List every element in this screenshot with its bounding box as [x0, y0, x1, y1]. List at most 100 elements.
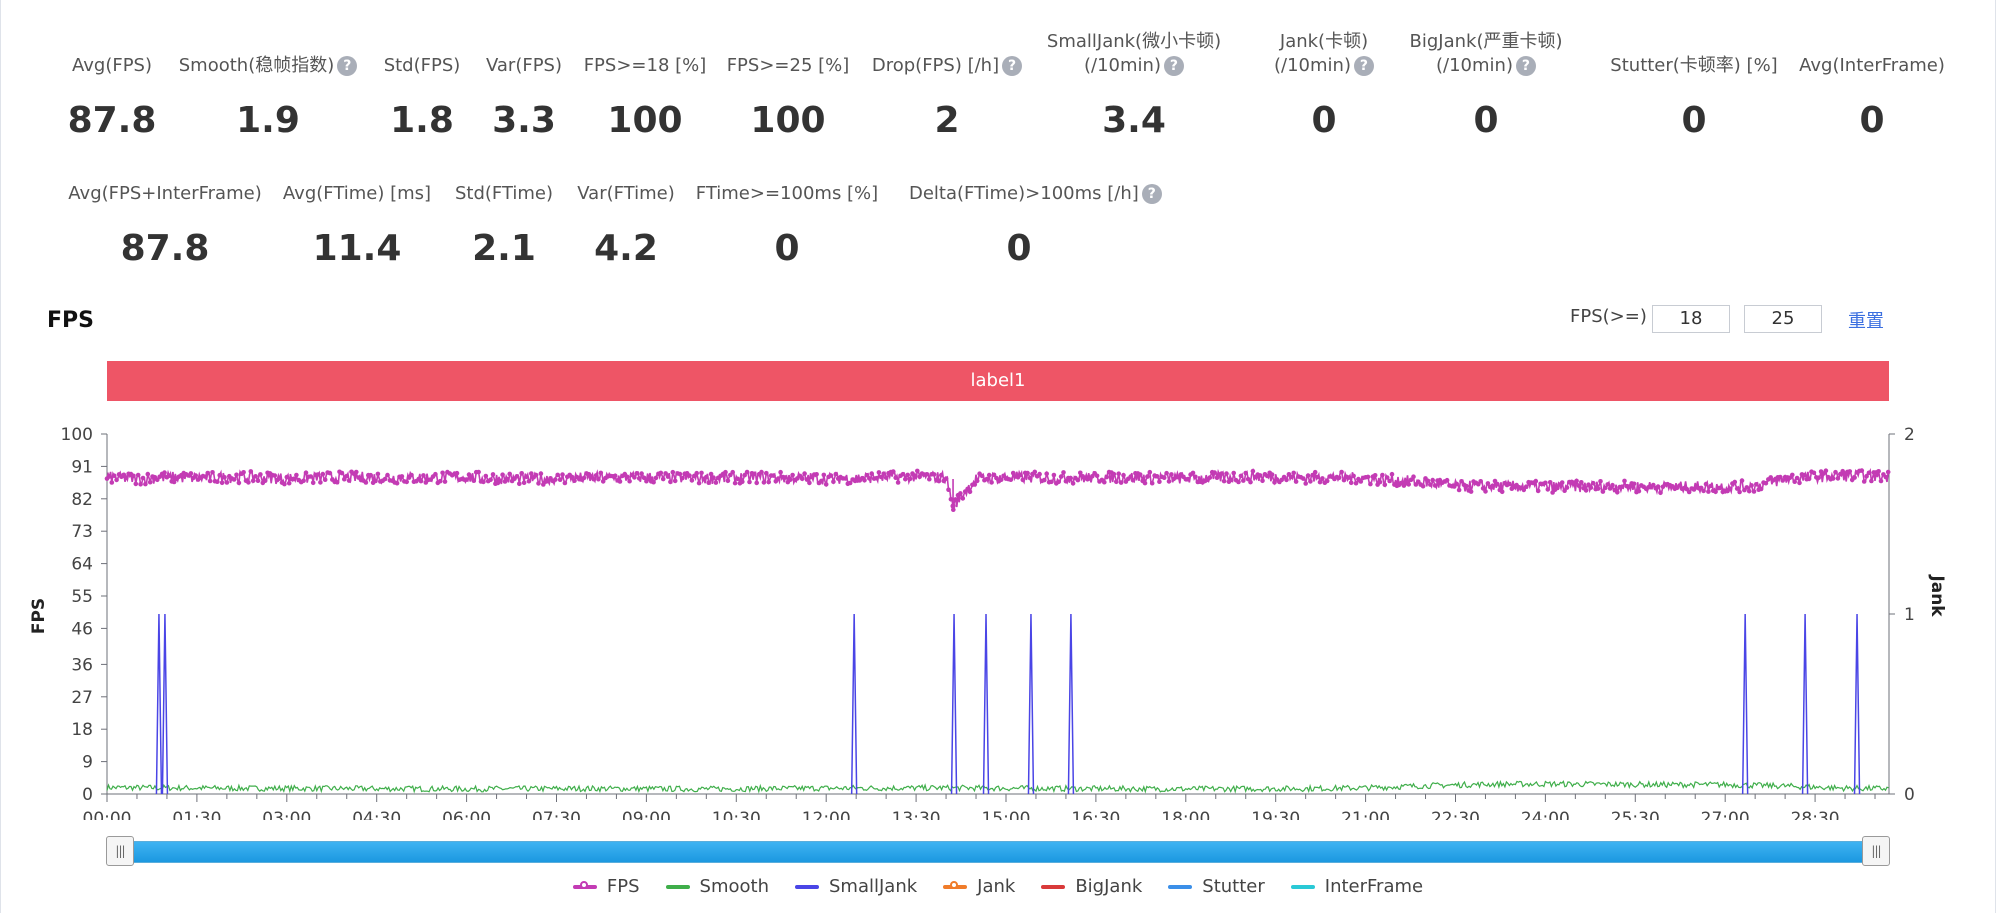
legend-item-smooth[interactable]: Smooth: [665, 876, 769, 897]
fps-point: [936, 478, 942, 484]
fps-point: [958, 491, 963, 496]
row2-metric-1: Avg(FTime) [ms] 11.4: [247, 182, 467, 269]
slider-handle-left[interactable]: |||: [106, 836, 134, 866]
fps-point: [725, 478, 731, 483]
fps-point: [967, 489, 973, 494]
fps-point: [900, 471, 906, 477]
fps-point: [1521, 487, 1527, 493]
fps-point: [787, 477, 793, 482]
fps-point: [262, 478, 268, 483]
fps-point: [1193, 474, 1198, 480]
fps-threshold-high-input[interactable]: [1744, 305, 1822, 333]
fps-point: [627, 478, 632, 484]
fps-point: [1507, 481, 1512, 487]
metric-label: Std(FPS): [312, 54, 532, 78]
metric-value: 100: [750, 100, 826, 141]
metric-label-text: Avg(InterFrame): [1799, 55, 1945, 76]
fps-point: [1492, 478, 1498, 484]
section-title: FPS: [47, 308, 94, 333]
slider-handle-right[interactable]: |||: [1862, 836, 1890, 866]
fps-point: [939, 472, 944, 478]
metric-label: Jank(卡顿): [1214, 30, 1434, 54]
x-tick-label: 10:30: [712, 809, 761, 820]
fps-point: [591, 476, 596, 482]
fps-point: [1358, 479, 1364, 484]
fps-point: [394, 480, 400, 486]
fps-point: [162, 470, 167, 475]
fps-point: [526, 478, 532, 484]
fps-point: [1157, 479, 1162, 484]
help-icon[interactable]: ?: [1141, 184, 1162, 204]
fps-point: [1797, 480, 1802, 486]
fps-point: [308, 474, 314, 479]
fps-point: [1301, 476, 1306, 481]
legend-item-smalljank[interactable]: SmallJank: [794, 876, 918, 897]
fps-point: [1718, 485, 1723, 491]
fps-point: [131, 473, 136, 479]
fps-point: [732, 480, 738, 486]
fps-point: [1727, 486, 1733, 491]
fps-point: [660, 476, 666, 482]
fps-point: [301, 478, 306, 484]
fps-point: [1185, 476, 1191, 482]
fps-point: [1308, 479, 1313, 484]
help-icon[interactable]: ?: [1515, 56, 1536, 76]
fps-point: [593, 473, 599, 478]
zoom-slider[interactable]: ||| |||: [106, 836, 1890, 866]
fps-point: [167, 473, 172, 478]
fps-point: [205, 470, 210, 476]
fps-point: [1778, 474, 1783, 480]
fps-point: [581, 475, 587, 481]
legend-item-stutter[interactable]: Stutter: [1168, 876, 1265, 897]
metric-label: Drop(FPS) [/h]?: [837, 54, 1057, 78]
legend-item-fps[interactable]: FPS: [572, 876, 640, 897]
fps-point: [699, 470, 704, 476]
fps-point: [1583, 488, 1589, 493]
legend-item-bigjank[interactable]: BigJank: [1041, 876, 1142, 897]
fps-point: [624, 474, 630, 480]
fps-point: [1749, 483, 1754, 488]
help-icon[interactable]: ?: [1002, 56, 1023, 76]
x-tick-label: 22:30: [1431, 809, 1480, 820]
legend-item-jank[interactable]: Jank: [943, 876, 1015, 897]
reset-link[interactable]: 重置: [1848, 311, 1884, 332]
fps-point: [1114, 479, 1119, 485]
fps-point: [891, 469, 896, 474]
fps-threshold-low-input[interactable]: [1652, 305, 1730, 333]
fps-point: [907, 476, 913, 482]
fps-point: [294, 472, 299, 478]
fps-point: [1169, 472, 1174, 477]
x-tick-label: 16:30: [1071, 809, 1120, 820]
fps-point: [1703, 481, 1709, 487]
fps-point: [272, 473, 278, 478]
y2-tick-label: 0: [1904, 785, 1915, 805]
fps-point: [471, 478, 477, 483]
fps-point: [651, 479, 656, 485]
fps-point: [711, 475, 716, 480]
fps-point: [905, 472, 910, 478]
legend-label: SmallJank: [828, 876, 918, 897]
row2-metric-0: Avg(FPS+InterFrame) 87.8: [55, 182, 275, 269]
fps-point: [1780, 478, 1785, 483]
fps-point: [231, 477, 237, 482]
help-icon[interactable]: ?: [1163, 56, 1184, 76]
fps-point: [440, 470, 445, 476]
fps-point: [1049, 479, 1054, 485]
y-tick-label: 46: [71, 619, 93, 639]
fps-point: [917, 474, 922, 480]
legend-swatch: [943, 881, 968, 889]
fps-point: [1341, 477, 1347, 483]
fps-point: [258, 472, 263, 477]
legend-label: BigJank: [1075, 876, 1143, 897]
fps-point: [1444, 477, 1450, 483]
metric-value: 11.4: [312, 228, 402, 269]
metric-label: FPS>=18 [%]: [535, 54, 755, 78]
legend-label: Smooth: [699, 876, 769, 897]
fps-point: [524, 474, 529, 480]
help-icon[interactable]: ?: [1353, 56, 1374, 76]
label-band: label1: [107, 361, 1889, 401]
help-icon[interactable]: ?: [337, 56, 358, 76]
fps-point: [241, 470, 246, 475]
y-tick-label: 18: [71, 720, 93, 740]
legend-item-interframe[interactable]: InterFrame: [1290, 876, 1423, 897]
